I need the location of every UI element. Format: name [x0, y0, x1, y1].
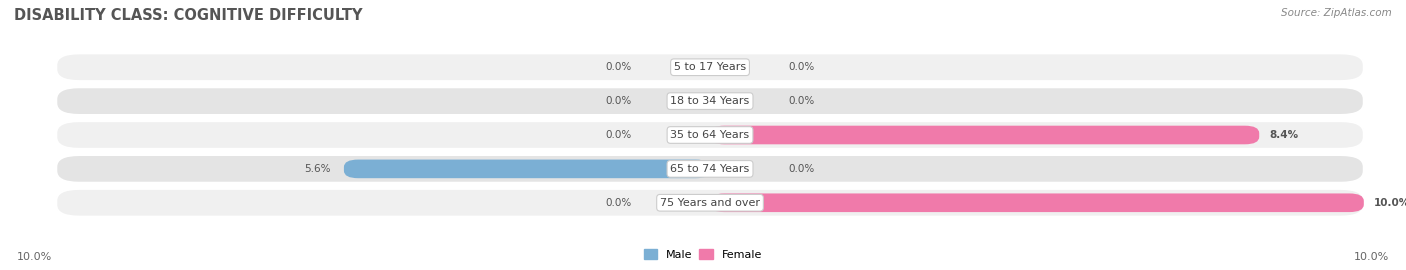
Text: 8.4%: 8.4%: [1270, 130, 1298, 140]
FancyBboxPatch shape: [56, 189, 1364, 217]
Text: 0.0%: 0.0%: [606, 62, 631, 72]
FancyBboxPatch shape: [710, 193, 1364, 212]
Text: 35 to 64 Years: 35 to 64 Years: [671, 130, 749, 140]
FancyBboxPatch shape: [344, 160, 710, 178]
Text: 65 to 74 Years: 65 to 74 Years: [671, 164, 749, 174]
Legend: Male, Female: Male, Female: [640, 245, 766, 264]
Text: 0.0%: 0.0%: [789, 96, 814, 106]
FancyBboxPatch shape: [56, 87, 1364, 115]
Text: 0.0%: 0.0%: [606, 130, 631, 140]
Text: 0.0%: 0.0%: [789, 164, 814, 174]
Text: 10.0%: 10.0%: [17, 252, 52, 262]
Text: 0.0%: 0.0%: [606, 198, 631, 208]
Text: 0.0%: 0.0%: [789, 62, 814, 72]
Text: 5 to 17 Years: 5 to 17 Years: [673, 62, 747, 72]
Text: DISABILITY CLASS: COGNITIVE DIFFICULTY: DISABILITY CLASS: COGNITIVE DIFFICULTY: [14, 8, 363, 23]
Text: 0.0%: 0.0%: [606, 96, 631, 106]
Text: 10.0%: 10.0%: [1354, 252, 1389, 262]
Text: 18 to 34 Years: 18 to 34 Years: [671, 96, 749, 106]
FancyBboxPatch shape: [56, 53, 1364, 81]
Text: Source: ZipAtlas.com: Source: ZipAtlas.com: [1281, 8, 1392, 18]
Text: 75 Years and over: 75 Years and over: [659, 198, 761, 208]
FancyBboxPatch shape: [56, 121, 1364, 149]
Text: 5.6%: 5.6%: [304, 164, 330, 174]
FancyBboxPatch shape: [710, 126, 1260, 144]
Text: 10.0%: 10.0%: [1374, 198, 1406, 208]
FancyBboxPatch shape: [56, 155, 1364, 183]
